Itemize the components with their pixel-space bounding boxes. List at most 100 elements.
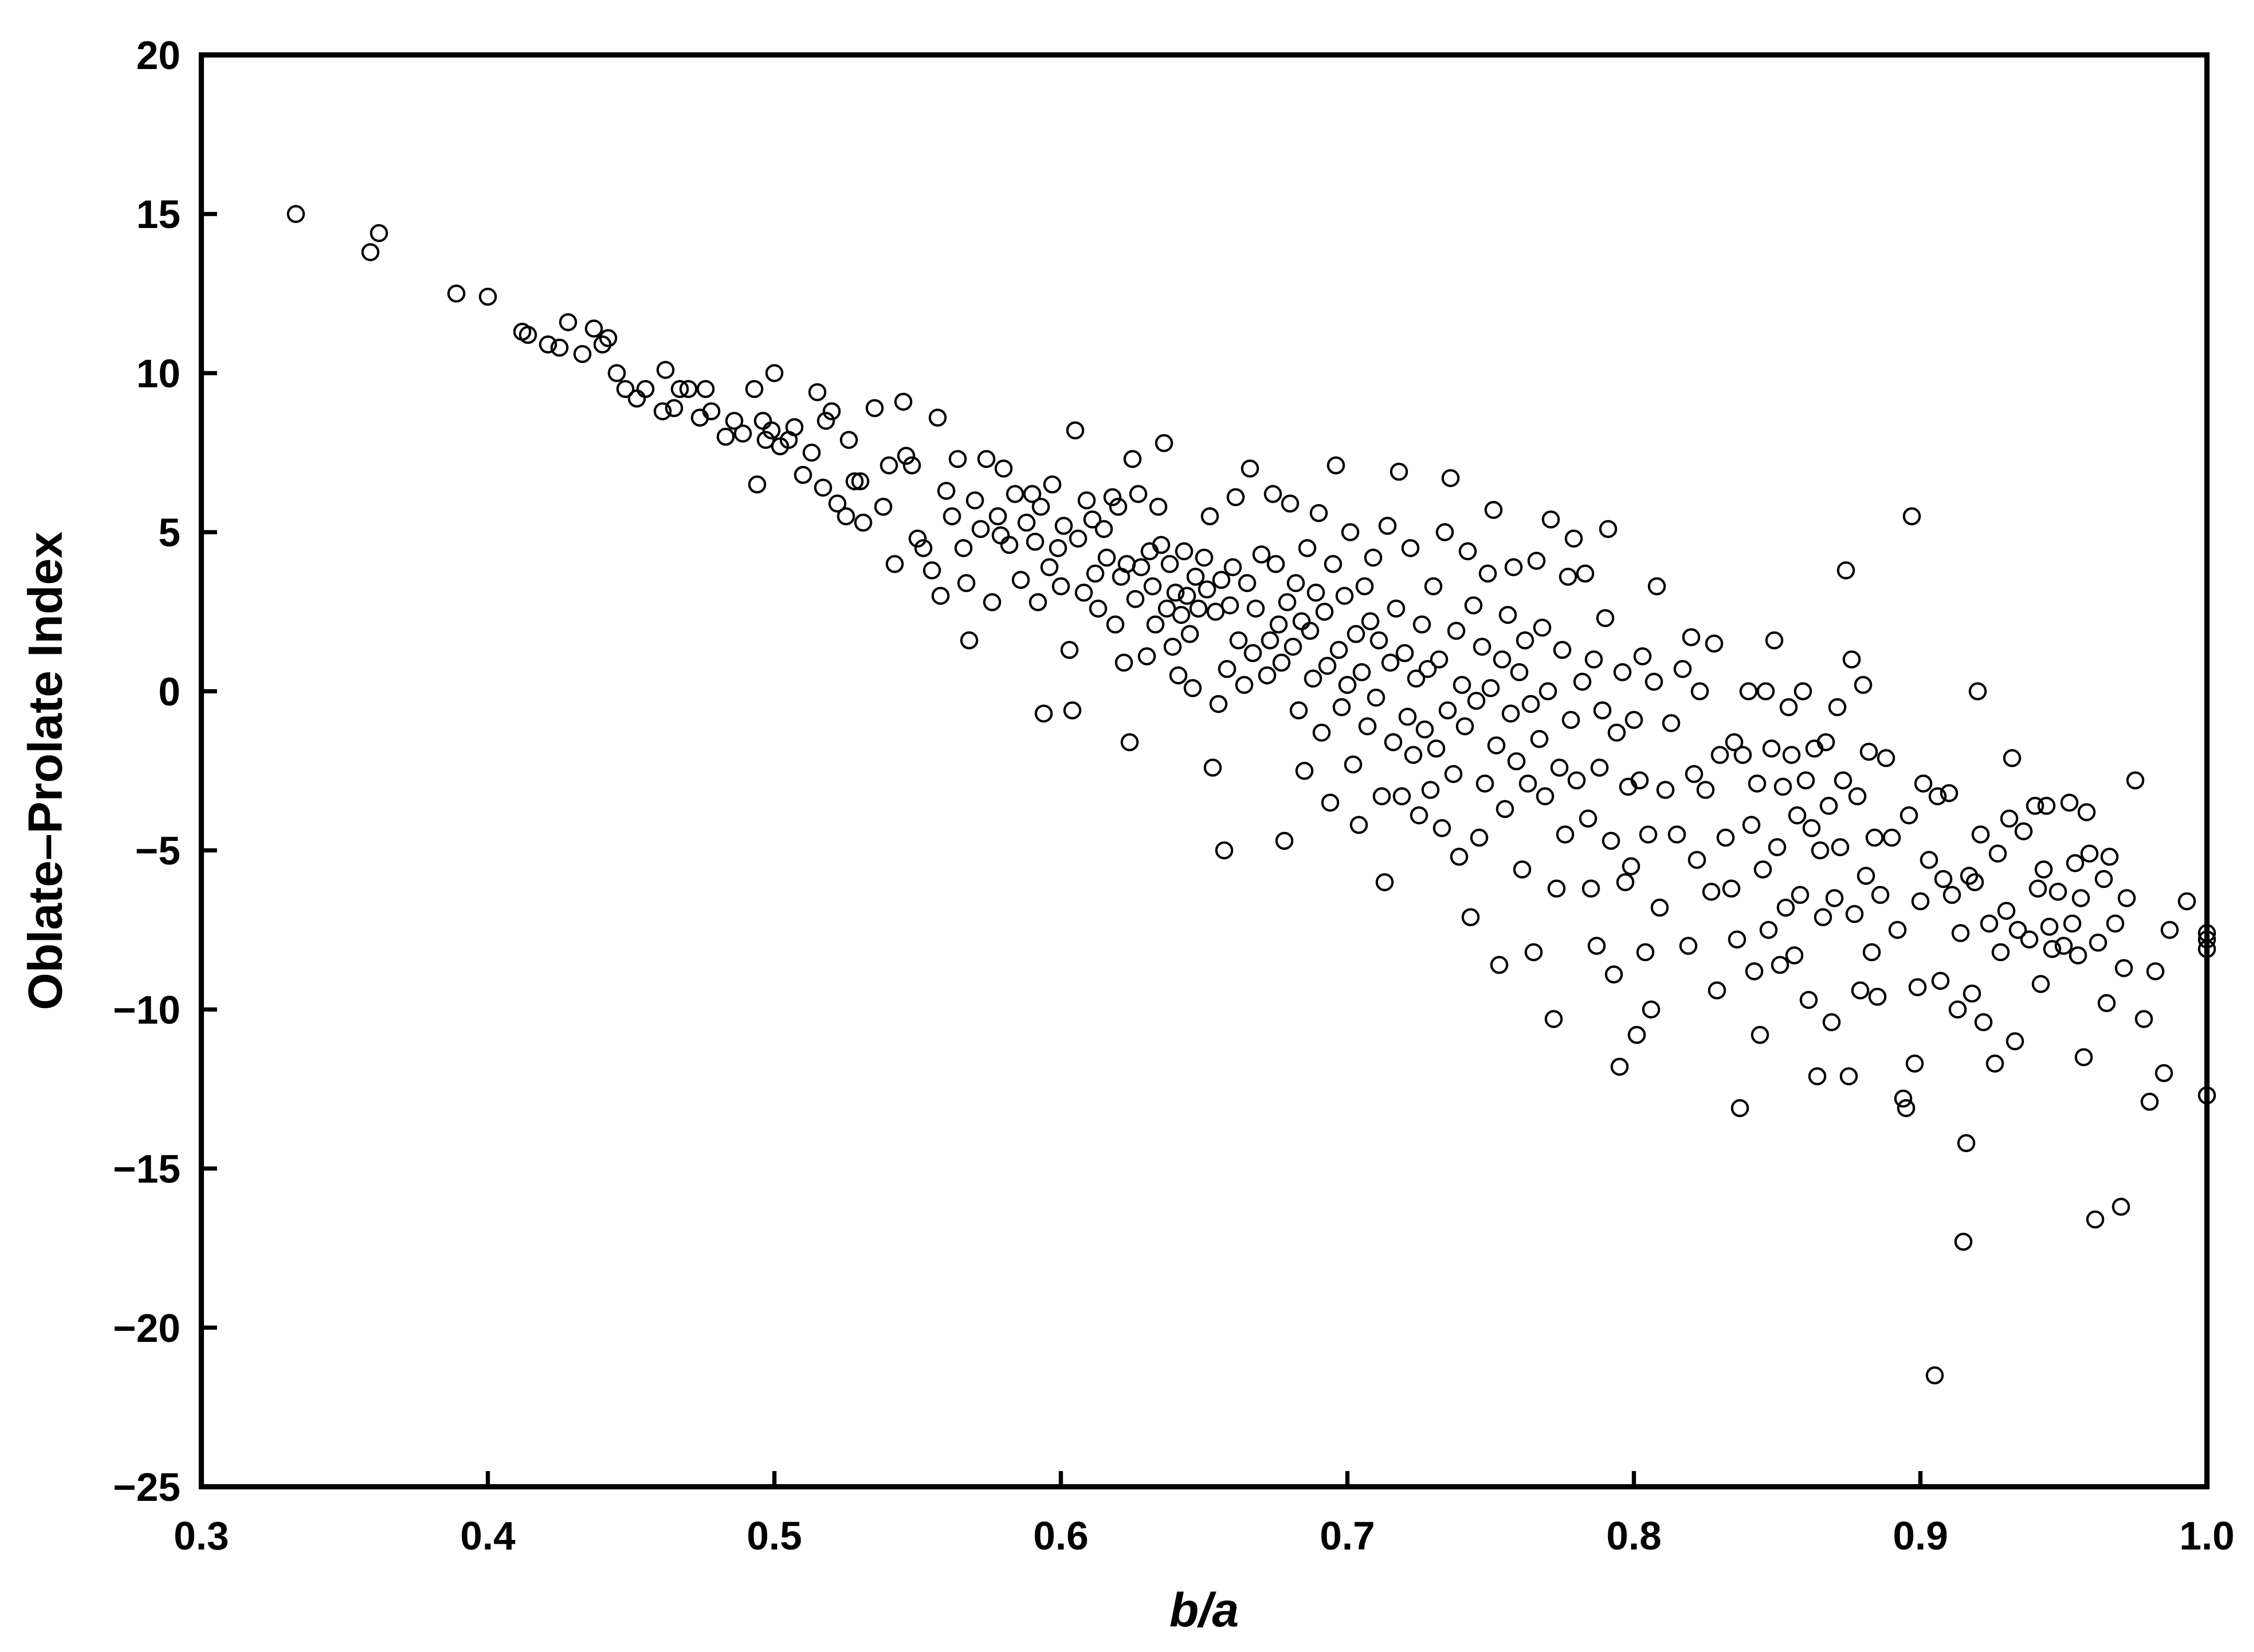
data-point (1026, 532, 1044, 551)
data-point (1553, 641, 1572, 659)
data-point (1143, 577, 1162, 596)
data-point (1986, 1054, 2004, 1073)
data-points (287, 204, 2216, 1385)
data-point (1031, 497, 1050, 516)
data-point (960, 631, 978, 650)
data-point (725, 412, 744, 430)
data-point (1146, 615, 1165, 634)
data-point (1742, 816, 1761, 834)
data-point (1169, 666, 1188, 685)
data-point (1398, 708, 1417, 726)
data-point (1372, 787, 1391, 805)
data-point (1166, 584, 1185, 602)
data-point (1075, 584, 1093, 602)
data-point (1785, 946, 1804, 965)
data-point (1796, 771, 1815, 790)
data-point (1324, 555, 1342, 573)
data-point (808, 383, 827, 402)
data-point (1581, 879, 1600, 898)
data-point (1533, 618, 1552, 637)
data-point (2126, 771, 2145, 790)
data-point (1290, 701, 1308, 720)
data-point (931, 587, 950, 605)
data-point (1298, 539, 1316, 557)
data-point (1636, 943, 1655, 962)
data-point (866, 399, 884, 417)
data-point (1384, 733, 1403, 751)
x-tick-label: 0.3 (174, 1514, 229, 1558)
data-point (1716, 828, 1735, 847)
data-point (802, 443, 821, 462)
data-point (1272, 653, 1291, 672)
data-point (2071, 889, 2090, 907)
data-point (1513, 860, 1531, 879)
data-point (1823, 1013, 1841, 1031)
data-point (1897, 1099, 1915, 1118)
data-point (2094, 870, 2113, 888)
data-point (1149, 497, 1168, 516)
data-point (1530, 730, 1549, 748)
data-point (2020, 930, 2039, 949)
data-point (1401, 539, 1420, 557)
data-point (1722, 879, 1740, 898)
x-tick-label: 0.8 (1606, 1514, 1661, 1558)
data-point (1352, 663, 1371, 681)
data-point (1023, 485, 1042, 503)
y-tick-label: 0 (158, 670, 180, 714)
data-point (1404, 746, 1422, 764)
data-point (1625, 711, 1643, 729)
data-point (2100, 848, 2119, 866)
data-point (1837, 561, 1855, 579)
data-point (2037, 796, 2056, 815)
data-point (1974, 1013, 1993, 1031)
data-point (1341, 523, 1360, 541)
data-point (1905, 1054, 1924, 1073)
data-point (653, 402, 672, 420)
y-tick-label: −5 (135, 829, 180, 873)
data-point (957, 574, 976, 593)
data-point (1390, 462, 1408, 481)
data-point (1834, 771, 1852, 790)
data-point (1114, 653, 1133, 672)
data-point (971, 520, 990, 538)
data-point (1877, 749, 1895, 767)
data-point (1562, 711, 1580, 729)
data-point (1777, 898, 1795, 917)
data-point (1224, 558, 1242, 576)
data-point (1817, 733, 1835, 751)
data-point (817, 412, 835, 430)
data-point (2106, 914, 2124, 933)
data-point (1487, 736, 1506, 755)
data-point (1180, 625, 1199, 643)
data-point (897, 447, 915, 465)
data-point (845, 472, 864, 491)
data-point (1198, 580, 1216, 599)
data-point (1000, 536, 1019, 554)
data-point (1052, 577, 1070, 596)
data-point (2160, 920, 2179, 939)
data-point (1430, 650, 1448, 669)
data-point (1860, 743, 1878, 761)
data-point (1493, 650, 1511, 669)
data-point (1189, 599, 1208, 618)
data-point (2000, 810, 2019, 828)
data-point (1040, 558, 1058, 576)
data-point (1315, 602, 1334, 621)
data-point (1201, 507, 1219, 526)
data-point (1616, 873, 1635, 892)
data-point (2086, 1210, 2104, 1229)
data-point (361, 243, 380, 261)
data-point (1361, 612, 1380, 631)
data-point (923, 561, 941, 579)
data-point (1370, 631, 1388, 650)
data-point (1949, 1000, 1967, 1019)
y-axis-ticks: 20 15 10 5 0 −5 −10 −15 −20 −25 (113, 33, 217, 1510)
data-point (1647, 577, 1666, 596)
data-point (734, 424, 752, 443)
data-point (1496, 800, 1514, 818)
data-point (2098, 994, 2116, 1012)
data-point (1868, 987, 1887, 1006)
data-point (1089, 599, 1108, 618)
data-point (1432, 819, 1451, 837)
